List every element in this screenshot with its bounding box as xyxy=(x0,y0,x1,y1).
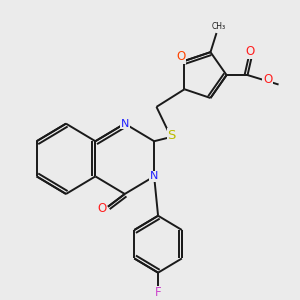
Text: O: O xyxy=(245,45,254,58)
Text: F: F xyxy=(155,286,161,299)
Text: O: O xyxy=(263,74,272,86)
Text: O: O xyxy=(176,50,185,63)
Text: S: S xyxy=(167,129,176,142)
Text: N: N xyxy=(150,171,158,182)
Text: CH₃: CH₃ xyxy=(212,22,226,31)
Text: O: O xyxy=(98,202,107,215)
Text: N: N xyxy=(121,118,129,129)
